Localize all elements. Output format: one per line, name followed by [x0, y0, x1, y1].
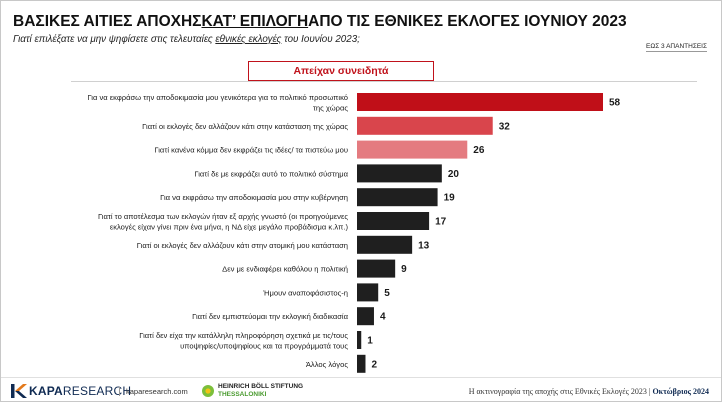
- hbs-text: HEINRICH BÖLL STIFTUNG THESSALONIKI: [218, 383, 303, 399]
- bar-12: [357, 354, 366, 373]
- bar-value-label-7: 13: [418, 240, 430, 251]
- bar-8: [357, 259, 396, 278]
- subtitle-underlined: εθνικές εκλογές: [215, 34, 282, 45]
- report-title: Η ακτινογραφία της αποχής στις Εθνικές Ε…: [468, 387, 653, 396]
- kapa-name-light: RESEARCH: [62, 384, 132, 398]
- title-segment-3: ΑΠΟ ΤΙΣ ΕΘΝΙΚΕΣ ΕΚΛΟΓΕΣ ΙΟΥΝΙΟΥ 2023: [308, 13, 627, 30]
- category-label-5: Για να εκφράσω την αποδοκιμασία μου στην…: [160, 193, 348, 202]
- title-segment-1: ΒΑΣΙΚΕΣ ΑΙΤΙΕΣ ΑΠΟΧΗΣ: [13, 13, 202, 30]
- bar-10: [357, 307, 374, 326]
- bar-1: [357, 93, 603, 111]
- bar-value-label-2: 32: [499, 121, 511, 132]
- divider: [71, 81, 697, 82]
- subtitle-before: Γιατί επιλέξατε να μην ψηφίσετε στις τελ…: [13, 34, 216, 45]
- category-label: Απείχαν συνειδητά: [293, 65, 389, 77]
- kapa-research-logo: KAPARESEARCH: [11, 384, 131, 398]
- category-label-10: Γιατί δεν εμπιστεύομαι την εκλογική διαδ…: [192, 312, 348, 321]
- chart-subtitle: Γιατί επιλέξατε να μην ψηφίσετε στις τελ…: [13, 34, 360, 45]
- category-label-box: Απείχαν συνειδητά: [248, 61, 434, 81]
- category-label-3: Γιατί κανένα κόμμα δεν εκφράζει τις ιδέε…: [154, 146, 348, 155]
- hbs-line1: HEINRICH BÖLL STIFTUNG: [218, 383, 304, 390]
- bar-value-label-9: 5: [384, 288, 390, 299]
- category-label-1: Για να εκφράσω την αποδοκιμασία μου γενι…: [87, 93, 348, 113]
- bar-3: [357, 140, 468, 159]
- category-label-4: Γιατί δε με εκφράζει αυτό το πολιτικό σύ…: [194, 169, 348, 178]
- bar-value-label-1: 58: [609, 98, 621, 109]
- category-label-11: Γιατί δεν είχα την κατάλληλη πληροφόρηση…: [139, 331, 348, 351]
- bar-value-label-12: 2: [371, 359, 377, 370]
- report-reference: Η ακτινογραφία της αποχής στις Εθνικές Ε…: [469, 387, 709, 396]
- bar-value-label-10: 4: [380, 312, 386, 323]
- category-label-6: Γιατί το αποτέλεσμα των εκλογών ήταν εξ …: [98, 212, 349, 232]
- heinrich-boll-logo: HEINRICH BÖLL STIFTUNG THESSALONIKI: [201, 383, 303, 399]
- bar-value-label-8: 9: [401, 264, 407, 275]
- bar-5: [357, 188, 438, 207]
- bar-value-label-3: 26: [473, 145, 485, 156]
- category-label-9: Ήμουν αναποφάσιστος-η: [262, 288, 348, 297]
- kapa-name-bold: KAPA: [29, 384, 63, 398]
- bar-11: [357, 331, 362, 349]
- bar-chart: 58 Για να εκφράσω την αποδοκιμασία μου γε…: [87, 93, 621, 373]
- category-label-12: Άλλος λόγος: [306, 360, 348, 369]
- kapa-website-link[interactable]: kaparesearch.com: [119, 387, 188, 396]
- bar-value-label-5: 19: [444, 193, 456, 204]
- bar-value-label-6: 17: [435, 217, 447, 228]
- bar-value-label-4: 20: [448, 169, 460, 180]
- report-date: Οκτώβριος 2024: [652, 387, 709, 396]
- bar-value-label-11: 1: [367, 336, 373, 347]
- category-label-7: Γιατί οι εκλογές δεν αλλάζουν κάτι στην …: [137, 241, 348, 250]
- base-note: ΕΩΣ 3 ΑΠΑΝΤΗΣΕΙΣ: [646, 43, 707, 52]
- category-label-8: Δεν με ενδιαφέρει καθόλου η πολιτική: [222, 265, 348, 274]
- title-segment-2: ΚΑΤ’ ΕΠΙΛΟΓΗ: [201, 13, 309, 30]
- subtitle-after: του Ιουνίου 2023;: [281, 34, 360, 45]
- kapa-name: KAPARESEARCH: [29, 384, 131, 398]
- chart-title: ΒΑΣΙΚΕΣ ΑΙΤΙΕΣ ΑΠΟΧΗΣ ΚΑΤ’ ΕΠΙΛΟΓΗ ΑΠΟ Τ…: [13, 13, 627, 31]
- kapa-k-logo-icon: [11, 384, 27, 398]
- hbs-sunflower-logo-icon: [202, 385, 214, 397]
- hbs-line2: THESSALONIKI: [218, 391, 267, 398]
- bar-9: [357, 283, 379, 302]
- bar-7: [357, 235, 413, 254]
- category-label-2: Γιατί οι εκλογές δεν αλλάζουν κάτι στην …: [142, 122, 348, 131]
- bar-2: [357, 116, 493, 135]
- footer-divider: [1, 377, 721, 378]
- bar-6: [357, 212, 430, 230]
- bar-4: [357, 164, 442, 183]
